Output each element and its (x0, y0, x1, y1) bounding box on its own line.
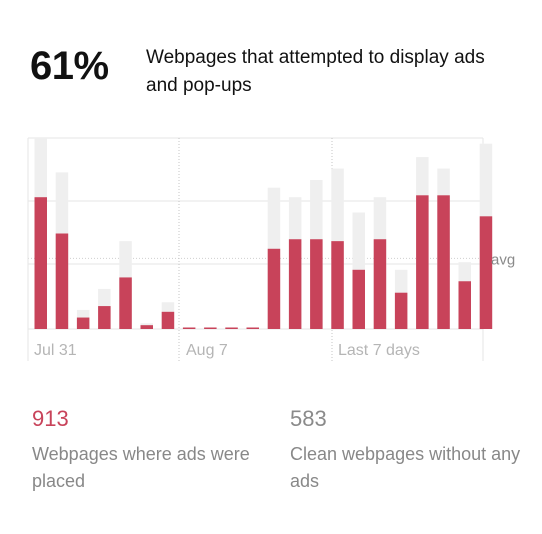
ads-bar (352, 269, 365, 329)
percent-value: 61% (30, 44, 109, 88)
ads-bar (119, 277, 132, 329)
clean-pages-label: Clean webpages without any ads (290, 444, 521, 491)
ads-bar (182, 327, 196, 329)
x-axis-label: Jul 31 (34, 342, 77, 359)
ads-bar (394, 292, 408, 329)
ads-bar (373, 239, 387, 329)
ads-bar (437, 195, 450, 329)
ads-bar (479, 216, 493, 329)
ads-bar (246, 327, 259, 329)
x-axis-label: Aug 7 (186, 342, 228, 359)
ads-placed-label: Webpages where ads were placed (32, 444, 250, 491)
ads-bar (416, 195, 429, 329)
ads-bar (288, 239, 302, 329)
clean-pages-count: 583 (290, 406, 327, 431)
avg-label: avg (491, 251, 515, 268)
ads-placed-count: 913 (32, 406, 69, 431)
ads-bar (161, 311, 175, 329)
ads-bar (310, 239, 323, 329)
ads-bar (34, 197, 47, 329)
ads-bar (331, 241, 344, 329)
ads-bar (140, 325, 153, 329)
ads-bar (267, 248, 281, 329)
ads-bar (55, 233, 69, 329)
ads-bar-chart: avg Jul 31 Aug 7 Last 7 days (27, 137, 515, 361)
x-axis-label: Last 7 days (338, 342, 420, 359)
ads-bar (204, 327, 217, 329)
ads-bar (225, 327, 238, 329)
headline-description: Webpages that attempted to display ads a… (146, 47, 485, 96)
ads-bar (458, 281, 471, 329)
ads-bar (76, 317, 90, 329)
ads-bar (98, 306, 111, 329)
